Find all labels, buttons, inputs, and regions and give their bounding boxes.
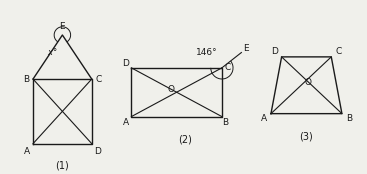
Text: A: A xyxy=(24,147,30,156)
Text: $x°$: $x°$ xyxy=(47,46,57,57)
Text: O: O xyxy=(305,78,312,87)
Text: O: O xyxy=(168,85,175,94)
Text: (1): (1) xyxy=(55,160,69,170)
Text: (3): (3) xyxy=(299,131,313,141)
Text: A: A xyxy=(261,114,267,123)
Text: D: D xyxy=(122,60,129,68)
Text: C: C xyxy=(224,63,230,72)
Text: B: B xyxy=(23,74,29,84)
Text: C: C xyxy=(96,74,102,84)
Text: B: B xyxy=(346,114,352,123)
Text: D: D xyxy=(94,147,101,156)
Text: (2): (2) xyxy=(178,134,192,144)
Text: A: A xyxy=(123,118,129,127)
Text: 146°: 146° xyxy=(196,48,217,57)
Text: D: D xyxy=(271,47,278,56)
Text: E: E xyxy=(243,44,249,53)
Text: E: E xyxy=(59,22,65,31)
Text: C: C xyxy=(335,47,342,56)
Text: B: B xyxy=(222,118,228,127)
